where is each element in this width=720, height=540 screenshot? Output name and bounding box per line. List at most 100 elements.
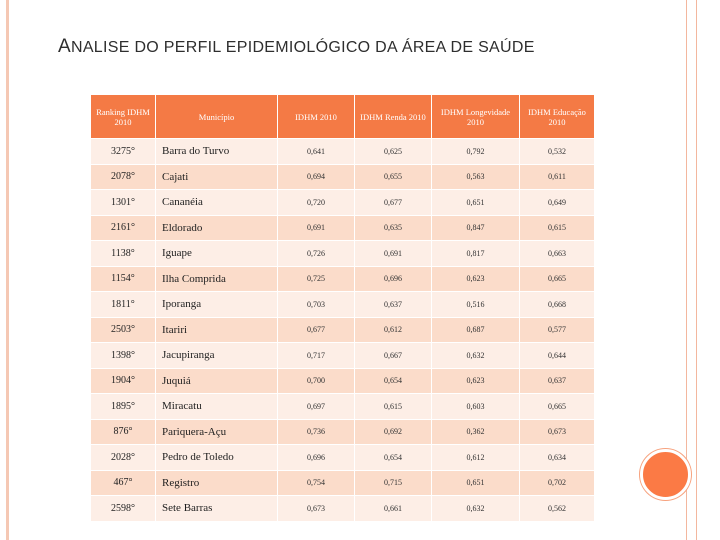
- cell-municipio: Sete Barras: [155, 495, 278, 522]
- cell-idhm: 0,736: [277, 418, 355, 445]
- cell-municipio: Juquiá: [155, 367, 278, 394]
- cell-idhm-longevidade: 0,632: [431, 342, 520, 369]
- table-row: 1398° Jacupiranga 0,717 0,667 0,632 0,644: [90, 342, 595, 369]
- cell-municipio: Iguape: [155, 240, 278, 267]
- cell-idhm-educacao: 0,637: [519, 367, 595, 394]
- table-row: 3275° Barra do Turvo 0,641 0,625 0,792 0,532: [90, 138, 595, 165]
- cell-idhm: 0,696: [277, 444, 355, 471]
- cell-idhm-renda: 0,615: [354, 393, 432, 420]
- cell-municipio: Iporanga: [155, 291, 278, 318]
- table-row: 1811° Iporanga 0,703 0,637 0,516 0,668: [90, 291, 595, 318]
- cell-municipio: Cajati: [155, 163, 278, 190]
- cell-idhm-educacao: 0,649: [519, 189, 595, 216]
- header-idhm-educacao: IDHM Educação 2010: [519, 94, 595, 139]
- table-row: 1301° Cananéia 0,720 0,677 0,651 0,649: [90, 189, 595, 216]
- page-title: ANALISE DO PERFIL EPIDEMIOLÓGICO DA ÁREA…: [58, 36, 678, 58]
- cell-idhm-renda: 0,696: [354, 265, 432, 292]
- header-idhm: IDHM 2010: [277, 94, 355, 139]
- table-row: 2078° Cajati 0,694 0,655 0,563 0,611: [90, 163, 595, 190]
- cell-ranking: 2078°: [90, 163, 156, 190]
- cell-ranking: 3275°: [90, 138, 156, 165]
- table-row: 1154° Ilha Comprida 0,725 0,696 0,623 0,665: [90, 265, 595, 292]
- cell-idhm-renda: 0,612: [354, 316, 432, 343]
- cell-ranking: 1154°: [90, 265, 156, 292]
- decorative-circle: [640, 449, 691, 500]
- cell-idhm-educacao: 0,665: [519, 393, 595, 420]
- cell-idhm-educacao: 0,615: [519, 214, 595, 241]
- cell-idhm-educacao: 0,644: [519, 342, 595, 369]
- cell-ranking: 2503°: [90, 316, 156, 343]
- cell-idhm-educacao: 0,611: [519, 163, 595, 190]
- right-frame-line: [686, 0, 687, 540]
- cell-idhm-longevidade: 0,847: [431, 214, 520, 241]
- right-frame-line-2: [696, 0, 697, 540]
- left-frame-line: [6, 0, 9, 540]
- cell-idhm-longevidade: 0,623: [431, 367, 520, 394]
- cell-idhm-renda: 0,625: [354, 138, 432, 165]
- cell-ranking: 1904°: [90, 367, 156, 394]
- cell-idhm: 0,691: [277, 214, 355, 241]
- cell-idhm: 0,726: [277, 240, 355, 267]
- cell-ranking: 2161°: [90, 214, 156, 241]
- cell-idhm: 0,697: [277, 393, 355, 420]
- cell-idhm-longevidade: 0,362: [431, 418, 520, 445]
- cell-idhm-renda: 0,637: [354, 291, 432, 318]
- cell-idhm-renda: 0,692: [354, 418, 432, 445]
- table-row: 876° Pariquera-Açu 0,736 0,692 0,362 0,673: [90, 418, 595, 445]
- table-row: 1138° Iguape 0,726 0,691 0,817 0,663: [90, 240, 595, 267]
- cell-idhm: 0,703: [277, 291, 355, 318]
- cell-idhm-longevidade: 0,603: [431, 393, 520, 420]
- table-row: 2028° Pedro de Toledo 0,696 0,654 0,612 0,634: [90, 444, 595, 471]
- cell-municipio: Pariquera-Açu: [155, 418, 278, 445]
- cell-idhm-renda: 0,661: [354, 495, 432, 522]
- cell-idhm-educacao: 0,532: [519, 138, 595, 165]
- cell-municipio: Jacupiranga: [155, 342, 278, 369]
- table-row: 467° Registro 0,754 0,715 0,651 0,702: [90, 469, 595, 496]
- cell-idhm-educacao: 0,673: [519, 418, 595, 445]
- cell-idhm-longevidade: 0,651: [431, 189, 520, 216]
- title-rest: NALISE DO PERFIL EPIDEMIOLÓGICO DA ÁREA …: [70, 39, 535, 56]
- cell-idhm: 0,641: [277, 138, 355, 165]
- cell-idhm-renda: 0,667: [354, 342, 432, 369]
- cell-idhm: 0,754: [277, 469, 355, 496]
- cell-idhm: 0,700: [277, 367, 355, 394]
- table-row: 1904° Juquiá 0,700 0,654 0,623 0,637: [90, 367, 595, 394]
- table-row: 2161° Eldorado 0,691 0,635 0,847 0,615: [90, 214, 595, 241]
- header-idhm-renda: IDHM Renda 2010: [354, 94, 432, 139]
- table-header-row: Ranking IDHM 2010 Município IDHM 2010 ID…: [90, 94, 595, 139]
- cell-idhm-educacao: 0,663: [519, 240, 595, 267]
- cell-idhm-renda: 0,654: [354, 444, 432, 471]
- table-row: 2598° Sete Barras 0,673 0,661 0,632 0,562: [90, 495, 595, 522]
- cell-idhm: 0,694: [277, 163, 355, 190]
- cell-idhm: 0,673: [277, 495, 355, 522]
- header-ranking: Ranking IDHM 2010: [90, 94, 156, 139]
- cell-idhm-longevidade: 0,651: [431, 469, 520, 496]
- cell-municipio: Registro: [155, 469, 278, 496]
- cell-idhm-renda: 0,655: [354, 163, 432, 190]
- cell-idhm-longevidade: 0,687: [431, 316, 520, 343]
- cell-idhm-educacao: 0,562: [519, 495, 595, 522]
- cell-ranking: 1811°: [90, 291, 156, 318]
- cell-idhm-longevidade: 0,817: [431, 240, 520, 267]
- cell-idhm: 0,717: [277, 342, 355, 369]
- cell-municipio: Miracatu: [155, 393, 278, 420]
- cell-ranking: 876°: [90, 418, 156, 445]
- cell-idhm-longevidade: 0,792: [431, 138, 520, 165]
- cell-municipio: Cananéia: [155, 189, 278, 216]
- cell-idhm-renda: 0,654: [354, 367, 432, 394]
- cell-ranking: 1301°: [90, 189, 156, 216]
- cell-idhm-renda: 0,715: [354, 469, 432, 496]
- idhm-table: Ranking IDHM 2010 Município IDHM 2010 ID…: [90, 94, 595, 522]
- cell-municipio: Barra do Turvo: [155, 138, 278, 165]
- cell-municipio: Eldorado: [155, 214, 278, 241]
- cell-idhm-longevidade: 0,516: [431, 291, 520, 318]
- cell-municipio: Ilha Comprida: [155, 265, 278, 292]
- table-row: 1895° Miracatu 0,697 0,615 0,603 0,665: [90, 393, 595, 420]
- cell-idhm-renda: 0,635: [354, 214, 432, 241]
- cell-ranking: 1895°: [90, 393, 156, 420]
- cell-idhm-educacao: 0,668: [519, 291, 595, 318]
- header-municipio: Município: [155, 94, 278, 139]
- cell-ranking: 1398°: [90, 342, 156, 369]
- cell-ranking: 2598°: [90, 495, 156, 522]
- cell-idhm-educacao: 0,702: [519, 469, 595, 496]
